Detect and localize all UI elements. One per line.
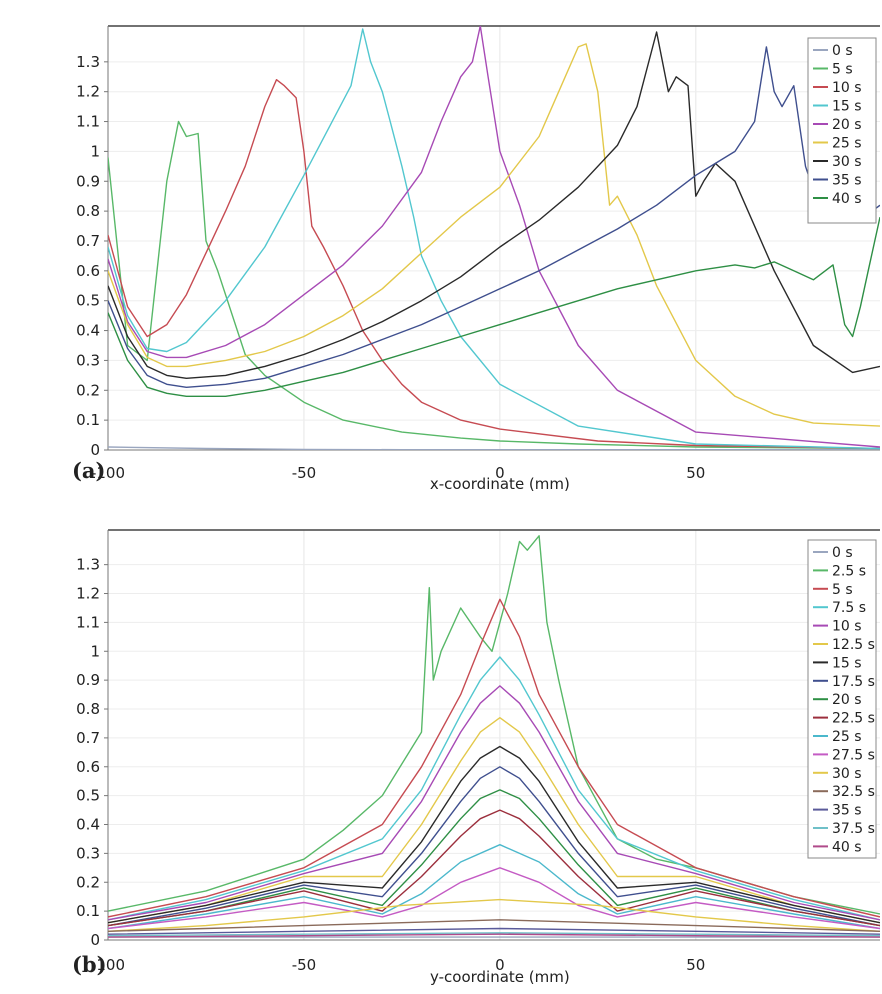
x-axis-label: x-coordinate (mm): [430, 475, 570, 493]
series-line: [108, 46, 880, 388]
y-tick-label: 0: [90, 931, 100, 949]
series-line: [108, 844, 880, 930]
series-line: [108, 28, 880, 450]
y-tick-label: 0.7: [76, 729, 100, 747]
legend-label: 25 s: [832, 729, 862, 745]
series-line: [108, 745, 880, 924]
legend-label: 22.5 s: [832, 711, 875, 727]
y-tick-label: 0.3: [76, 351, 100, 369]
legend-label: 12.5 s: [832, 637, 875, 653]
y-tick-label: 1.2: [76, 83, 100, 101]
legend-label: 17.5 s: [832, 674, 875, 690]
legend-label: 30 s: [832, 154, 862, 170]
legend-label: 27.5 s: [832, 747, 875, 763]
series-line: [108, 216, 880, 397]
y-tick-label: 1: [90, 142, 100, 160]
legend-label: 30 s: [832, 766, 862, 782]
series-line: [108, 933, 880, 938]
y-tick-label: 1.1: [76, 113, 100, 131]
plot-area: [108, 26, 880, 450]
x-tick-label: 0: [495, 464, 505, 482]
legend-label: 20 s: [832, 692, 862, 708]
y-tick-label: 0.6: [76, 758, 100, 776]
legend-label: 15 s: [832, 99, 862, 115]
y-tick-label: 1: [90, 642, 100, 660]
legend-label: 0 s: [832, 545, 853, 561]
series-line: [108, 919, 880, 932]
legend-label: 0 s: [832, 43, 853, 59]
y-tick-label: 0.5: [76, 292, 100, 310]
y-tick-label: 1.2: [76, 585, 100, 603]
x-tick-label: 0: [495, 956, 505, 974]
series-line: [108, 685, 880, 921]
legend-label: 40 s: [832, 839, 862, 855]
series-line: [108, 446, 880, 450]
series-line: [108, 867, 880, 930]
y-tick-label: 0.4: [76, 816, 100, 834]
series-line: [108, 120, 880, 450]
plot-area: [108, 530, 880, 940]
y-tick-label: 1.3: [76, 556, 100, 574]
legend-label: 37.5 s: [832, 821, 875, 837]
x-tick-label: 50: [686, 956, 705, 974]
y-tick-label: 0.1: [76, 902, 100, 920]
x-tick-label: 50: [686, 464, 705, 482]
legend-label: 32.5 s: [832, 784, 875, 800]
series-line: [108, 809, 880, 927]
series-line: [108, 717, 880, 924]
y-tick-label: 0.4: [76, 322, 100, 340]
legend-label: 15 s: [832, 655, 862, 671]
series-line: [108, 26, 880, 448]
series-line: [108, 43, 880, 427]
x-tick-label: -50: [292, 464, 317, 482]
y-tick-label: 0.1: [76, 411, 100, 429]
legend-label: 5 s: [832, 62, 853, 78]
y-tick-label: 0.8: [76, 202, 100, 220]
y-tick-label: 1.1: [76, 613, 100, 631]
y-tick-label: 0.5: [76, 787, 100, 805]
series-line: [108, 766, 880, 927]
series-group: [108, 535, 880, 938]
y-tick-label: 0.7: [76, 232, 100, 250]
series-line: [108, 656, 880, 921]
legend-label: 5 s: [832, 582, 853, 598]
legend-label: 20 s: [832, 117, 862, 133]
legend-label: 10 s: [832, 80, 862, 96]
panel-label: (b): [72, 952, 107, 977]
y-tick-label: 0.2: [76, 381, 100, 399]
y-tick-label: 0.3: [76, 844, 100, 862]
x-axis-label: y-coordinate (mm): [430, 968, 570, 986]
legend-label: 25 s: [832, 136, 862, 152]
series-line: [108, 789, 880, 927]
legend-label: 35 s: [832, 173, 862, 189]
series-line: [108, 31, 880, 379]
y-tick-label: 0.9: [76, 172, 100, 190]
y-tick-label: 1.3: [76, 53, 100, 71]
panel-label: (a): [72, 458, 105, 483]
legend-label: 40 s: [832, 191, 862, 207]
series-line: [108, 927, 880, 935]
y-tick-label: 0: [90, 441, 100, 459]
legend-label: 7.5 s: [832, 600, 866, 616]
panel-a: 0 0.1 0.2 0.3 0.4 0.5 0.6 0.7 0.8 0.9 1 1.1 1.2 1.3 -1…: [72, 25, 880, 493]
series-line: [108, 898, 880, 932]
y-tick-label: 0.2: [76, 873, 100, 891]
y-tick-label: 0.8: [76, 700, 100, 718]
x-tick-label: -50: [292, 956, 317, 974]
legend-label: 10 s: [832, 619, 862, 635]
legend-label: 35 s: [832, 803, 862, 819]
legend-label: 2.5 s: [832, 563, 866, 579]
y-tick-label: 0.6: [76, 262, 100, 280]
panel-b: 0 0.1 0.2 0.3 0.4 0.5 0.6 0.7 0.8 0.9 1 1.1 1.2 1.3 -1…: [72, 529, 880, 986]
x-tick-label: -100: [91, 464, 125, 482]
series-line: [108, 78, 880, 450]
series-line: [108, 598, 880, 918]
series-group: [108, 26, 880, 450]
x-tick-label: -100: [91, 956, 125, 974]
y-tick-label: 0.9: [76, 671, 100, 689]
series-line: [108, 932, 880, 937]
